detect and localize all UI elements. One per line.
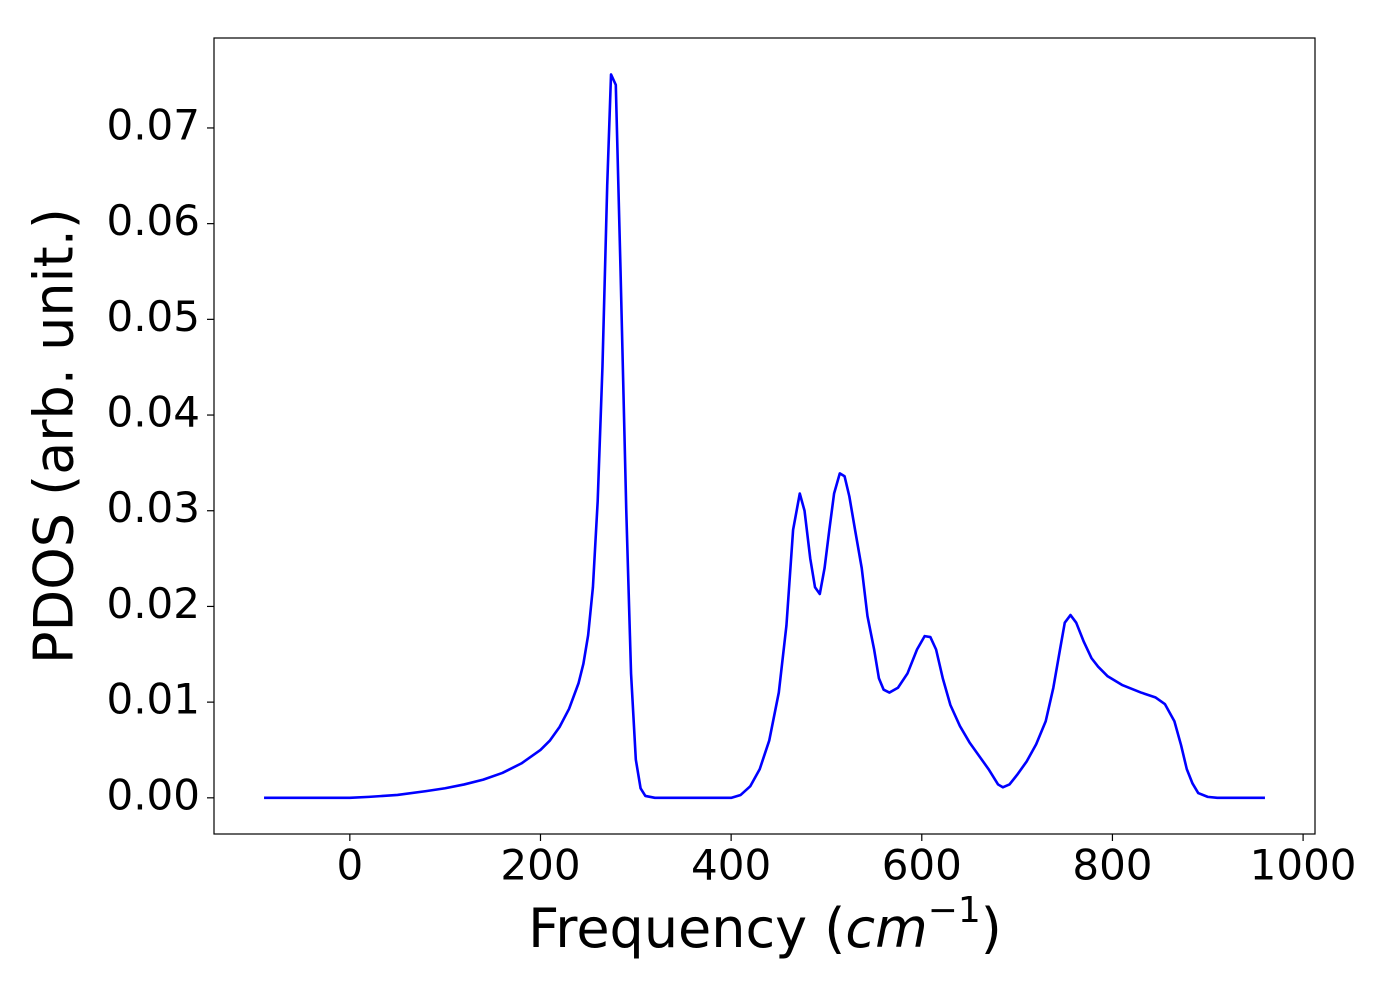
x-label-math: cm <box>845 897 927 960</box>
x-tick-label: 1000 <box>1250 841 1357 890</box>
x-label-text: Frequency ( <box>528 897 845 960</box>
x-tick-label: 600 <box>882 841 962 890</box>
x-tick-label: 200 <box>500 841 580 890</box>
x-tick-label: 0 <box>336 841 363 890</box>
x-label-close: ) <box>981 897 1002 960</box>
x-axis-label: Frequency (cm−1) <box>528 890 1002 960</box>
line-series <box>264 73 1265 800</box>
x-label-sup: −1 <box>928 890 981 931</box>
y-axis-label: PDOS (arb. unit.) <box>23 208 86 664</box>
x-tick-label: 400 <box>691 841 771 890</box>
y-tick-label: 0.01 <box>106 675 200 724</box>
y-tick-label: 0.00 <box>106 770 200 819</box>
y-tick-label: 0.07 <box>106 100 200 149</box>
y-tick-label: 0.05 <box>106 292 200 341</box>
y-tick-label: 0.06 <box>106 196 200 245</box>
y-tick-label: 0.04 <box>106 388 200 437</box>
x-tick-label: 800 <box>1072 841 1152 890</box>
y-tick-label: 0.02 <box>106 579 200 628</box>
y-tick-label: 0.03 <box>106 483 200 532</box>
plot-frame <box>213 37 1316 835</box>
